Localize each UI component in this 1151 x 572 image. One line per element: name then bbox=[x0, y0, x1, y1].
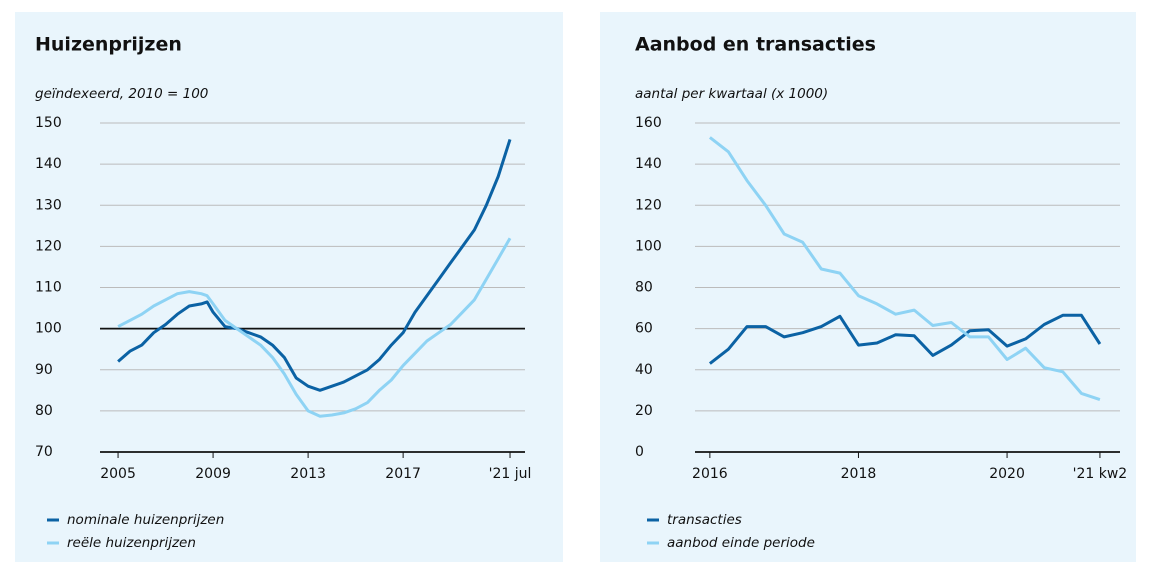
series-line bbox=[708, 136, 1101, 402]
series-line bbox=[117, 237, 512, 418]
series-line bbox=[117, 138, 512, 392]
y-tick-label: 70 bbox=[35, 444, 53, 460]
x-tick-label: '21 kw2 bbox=[1073, 466, 1128, 482]
chart-title: Aanbod en transacties bbox=[635, 34, 876, 56]
y-tick-label: 140 bbox=[635, 156, 662, 172]
x-tick-label: 2017 bbox=[385, 466, 421, 482]
y-tick-label: 160 bbox=[635, 115, 662, 131]
y-tick-label: 100 bbox=[35, 321, 62, 337]
subtitle: geïndexeerd, 2010 = 100 bbox=[35, 86, 208, 102]
legend-label: reële huizenprijzen bbox=[67, 535, 196, 551]
y-tick-label: 80 bbox=[35, 403, 53, 419]
x-tick-label: '21 jul bbox=[489, 466, 532, 482]
x-tick-label: 2009 bbox=[195, 466, 231, 482]
x-tick-label: 2018 bbox=[841, 466, 877, 482]
y-tick-label: 150 bbox=[35, 115, 62, 131]
y-tick-label: 100 bbox=[635, 238, 662, 254]
y-tick-label: 90 bbox=[35, 362, 53, 378]
subtitle: aantal per kwartaal (x 1000) bbox=[635, 86, 828, 102]
y-tick-label: 80 bbox=[635, 280, 653, 296]
chart-title: Huizenprijzen bbox=[35, 34, 182, 56]
y-tick-label: 130 bbox=[35, 197, 62, 213]
x-tick-label: 2020 bbox=[989, 466, 1025, 482]
legend-label: nominale huizenprijzen bbox=[67, 512, 224, 528]
x-tick-label: 2005 bbox=[100, 466, 136, 482]
y-tick-label: 110 bbox=[35, 280, 62, 296]
y-tick-label: 120 bbox=[635, 197, 662, 213]
y-tick-label: 40 bbox=[635, 362, 653, 378]
series-line bbox=[708, 313, 1102, 365]
y-tick-label: 140 bbox=[35, 156, 62, 172]
legend-label: aanbod einde periode bbox=[667, 535, 815, 551]
x-tick-label: 2016 bbox=[692, 466, 728, 482]
y-tick-label: 0 bbox=[635, 444, 644, 460]
y-tick-label: 20 bbox=[635, 403, 653, 419]
legend-label: transacties bbox=[667, 512, 742, 528]
y-tick-label: 60 bbox=[635, 321, 653, 337]
y-tick-label: 120 bbox=[35, 238, 62, 254]
x-tick-label: 2013 bbox=[290, 466, 326, 482]
